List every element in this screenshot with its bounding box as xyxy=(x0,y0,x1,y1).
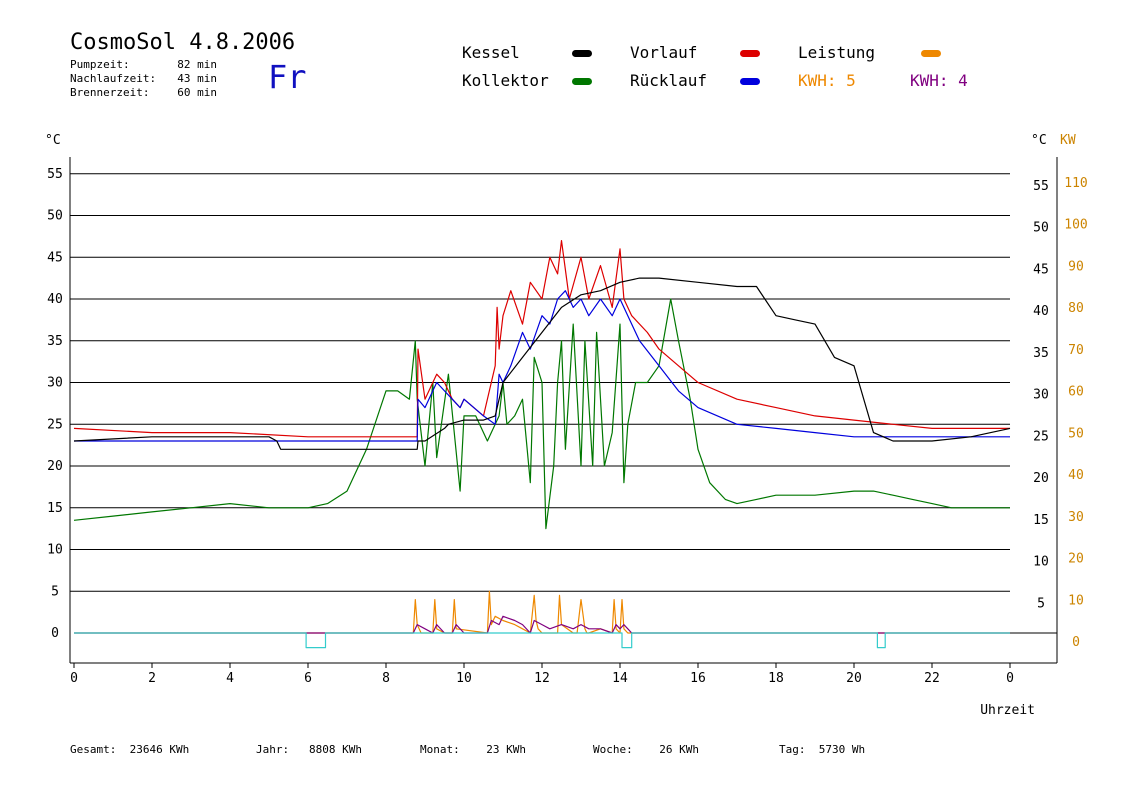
x-tick-label: 6 xyxy=(304,671,312,686)
footer-label: Monat: xyxy=(420,743,460,756)
footer-monat: Monat: 23 KWh xyxy=(420,743,526,756)
legend-kwh-purple: KWH: 4 xyxy=(910,71,968,90)
footer-jahr: Jahr: 8808 KWh xyxy=(256,743,362,756)
info-label: Brennerzeit: xyxy=(70,86,150,99)
legend-kwh-orange: KWH: 5 xyxy=(798,71,856,90)
y-tick-label-left: 5 xyxy=(51,584,59,599)
x-tick-label: 18 xyxy=(768,671,784,686)
info-row-nachlaufzeit: Nachlaufzeit: 43 min xyxy=(70,72,217,85)
y-tick-label-right-kw: 50 xyxy=(1068,426,1084,441)
y-tick-label-right-temp: 5 xyxy=(1037,596,1045,611)
x-tick-label: 4 xyxy=(226,671,234,686)
y-axis-label-left: °C xyxy=(45,133,61,148)
legend-kessel-label: Kessel xyxy=(462,43,520,62)
y-tick-label-left: 30 xyxy=(47,376,63,391)
x-tick-label: 0 xyxy=(1006,671,1014,686)
y-tick-label-right-kw: 30 xyxy=(1068,510,1084,525)
y-axis-label-right-temp: °C xyxy=(1031,133,1047,148)
footer-value: 23 KWh xyxy=(486,743,526,756)
info-value: 82 min xyxy=(177,58,217,71)
x-tick-label: 16 xyxy=(690,671,706,686)
series-line-r-cklauf xyxy=(74,290,1010,442)
x-tick-label: 2 xyxy=(148,671,156,686)
footer-label: Tag: xyxy=(779,743,806,756)
footer-gesamt: Gesamt: 23646 KWh xyxy=(70,743,189,756)
y-tick-label-right-kw: 110 xyxy=(1064,176,1087,191)
y-tick-label-right-temp: 45 xyxy=(1033,262,1049,277)
legend-leistung-label: Leistung xyxy=(798,43,876,62)
y-tick-label-right-temp: 20 xyxy=(1033,471,1049,486)
y-tick-label-left: 35 xyxy=(47,334,63,349)
info-value: 60 min xyxy=(177,86,217,99)
y-tick-label-right-temp: 15 xyxy=(1033,513,1049,528)
x-tick-label: 8 xyxy=(382,671,390,686)
info-label: Nachlaufzeit: xyxy=(70,72,157,85)
y-tick-label-right-kw: 60 xyxy=(1068,385,1084,400)
legend-vorlauf-label: Vorlauf xyxy=(630,43,698,62)
footer-value: 26 KWh xyxy=(659,743,699,756)
series-line-kessel xyxy=(73,277,1011,450)
info-row-brennerzeit: Brennerzeit: 60 min xyxy=(70,86,217,99)
footer-woche: Woche: 26 KWh xyxy=(593,743,699,756)
legend-leistung-swatch xyxy=(921,50,941,57)
series-line-vorlauf xyxy=(73,240,1010,438)
footer-value: 23646 KWh xyxy=(129,743,190,756)
info-value: 43 min xyxy=(177,72,217,85)
y-tick-label-right-temp: 50 xyxy=(1033,221,1049,236)
footer-label: Gesamt: xyxy=(70,743,117,756)
legend-kollektor-label: Kollektor xyxy=(462,71,549,90)
series-line-leistung xyxy=(74,590,1010,634)
footer-tag: Tag: 5730 Wh xyxy=(779,743,865,756)
legend-ruecklauf-label: Rücklauf xyxy=(630,71,708,90)
y-tick-label-right-temp: 30 xyxy=(1033,388,1049,403)
info-label: Pumpzeit: xyxy=(70,58,130,71)
y-tick-label-left: 50 xyxy=(47,209,63,224)
y-tick-label-right-kw: 40 xyxy=(1068,468,1084,483)
x-axis-label: Uhrzeit xyxy=(980,703,1035,718)
y-tick-label-left: 45 xyxy=(47,250,63,265)
weekday-label: Fr xyxy=(268,58,307,96)
y-tick-label-left: 15 xyxy=(47,501,63,516)
y-tick-label-right-kw: 10 xyxy=(1068,593,1084,608)
y-tick-label-right-kw: 0 xyxy=(1072,635,1080,650)
y-tick-label-left: 55 xyxy=(47,167,63,182)
series-line-kollektor-leistung xyxy=(74,615,1010,634)
series-line-kollektor xyxy=(73,298,1010,530)
y-tick-label-left: 10 xyxy=(47,543,63,558)
legend-kessel-swatch xyxy=(572,50,592,57)
y-tick-label-right-temp: 10 xyxy=(1033,555,1049,570)
x-tick-label: 10 xyxy=(456,671,472,686)
footer-value: 5730 Wh xyxy=(818,743,866,756)
y-tick-label-left: 20 xyxy=(47,459,63,474)
x-tick-label: 20 xyxy=(846,671,862,686)
y-tick-label-right-temp: 55 xyxy=(1033,179,1049,194)
footer-value: 8808 KWh xyxy=(309,743,362,756)
y-tick-label-right-temp: 40 xyxy=(1033,304,1049,319)
y-tick-label-right-temp: 25 xyxy=(1033,429,1049,444)
x-tick-label: 22 xyxy=(924,671,940,686)
legend-kollektor-swatch xyxy=(572,78,592,85)
y-tick-label-right-kw: 70 xyxy=(1068,343,1084,358)
info-row-pumpzeit: Pumpzeit: 82 min xyxy=(70,58,217,71)
y-tick-label-right-kw: 90 xyxy=(1068,259,1084,274)
x-tick-label: 12 xyxy=(534,671,550,686)
y-tick-label-left: 40 xyxy=(47,292,63,307)
series-line-pumpe xyxy=(74,632,1010,649)
y-tick-label-left: 0 xyxy=(51,626,59,641)
y-tick-label-left: 25 xyxy=(47,417,63,432)
footer-label: Jahr: xyxy=(256,743,290,756)
y-tick-label-right-kw: 80 xyxy=(1068,301,1084,316)
y-axis-label-right-kw: KW xyxy=(1060,133,1076,148)
y-tick-label-right-kw: 100 xyxy=(1064,218,1087,233)
y-tick-label-right-kw: 20 xyxy=(1068,552,1084,567)
y-tick-label-right-temp: 35 xyxy=(1033,346,1049,361)
x-tick-label: 0 xyxy=(70,671,78,686)
legend-vorlauf-swatch xyxy=(740,50,760,57)
x-tick-label: 14 xyxy=(612,671,628,686)
chart-title: CosmoSol 4.8.2006 xyxy=(70,30,296,55)
footer-label: Woche: xyxy=(593,743,633,756)
legend-ruecklauf-swatch xyxy=(740,78,760,85)
